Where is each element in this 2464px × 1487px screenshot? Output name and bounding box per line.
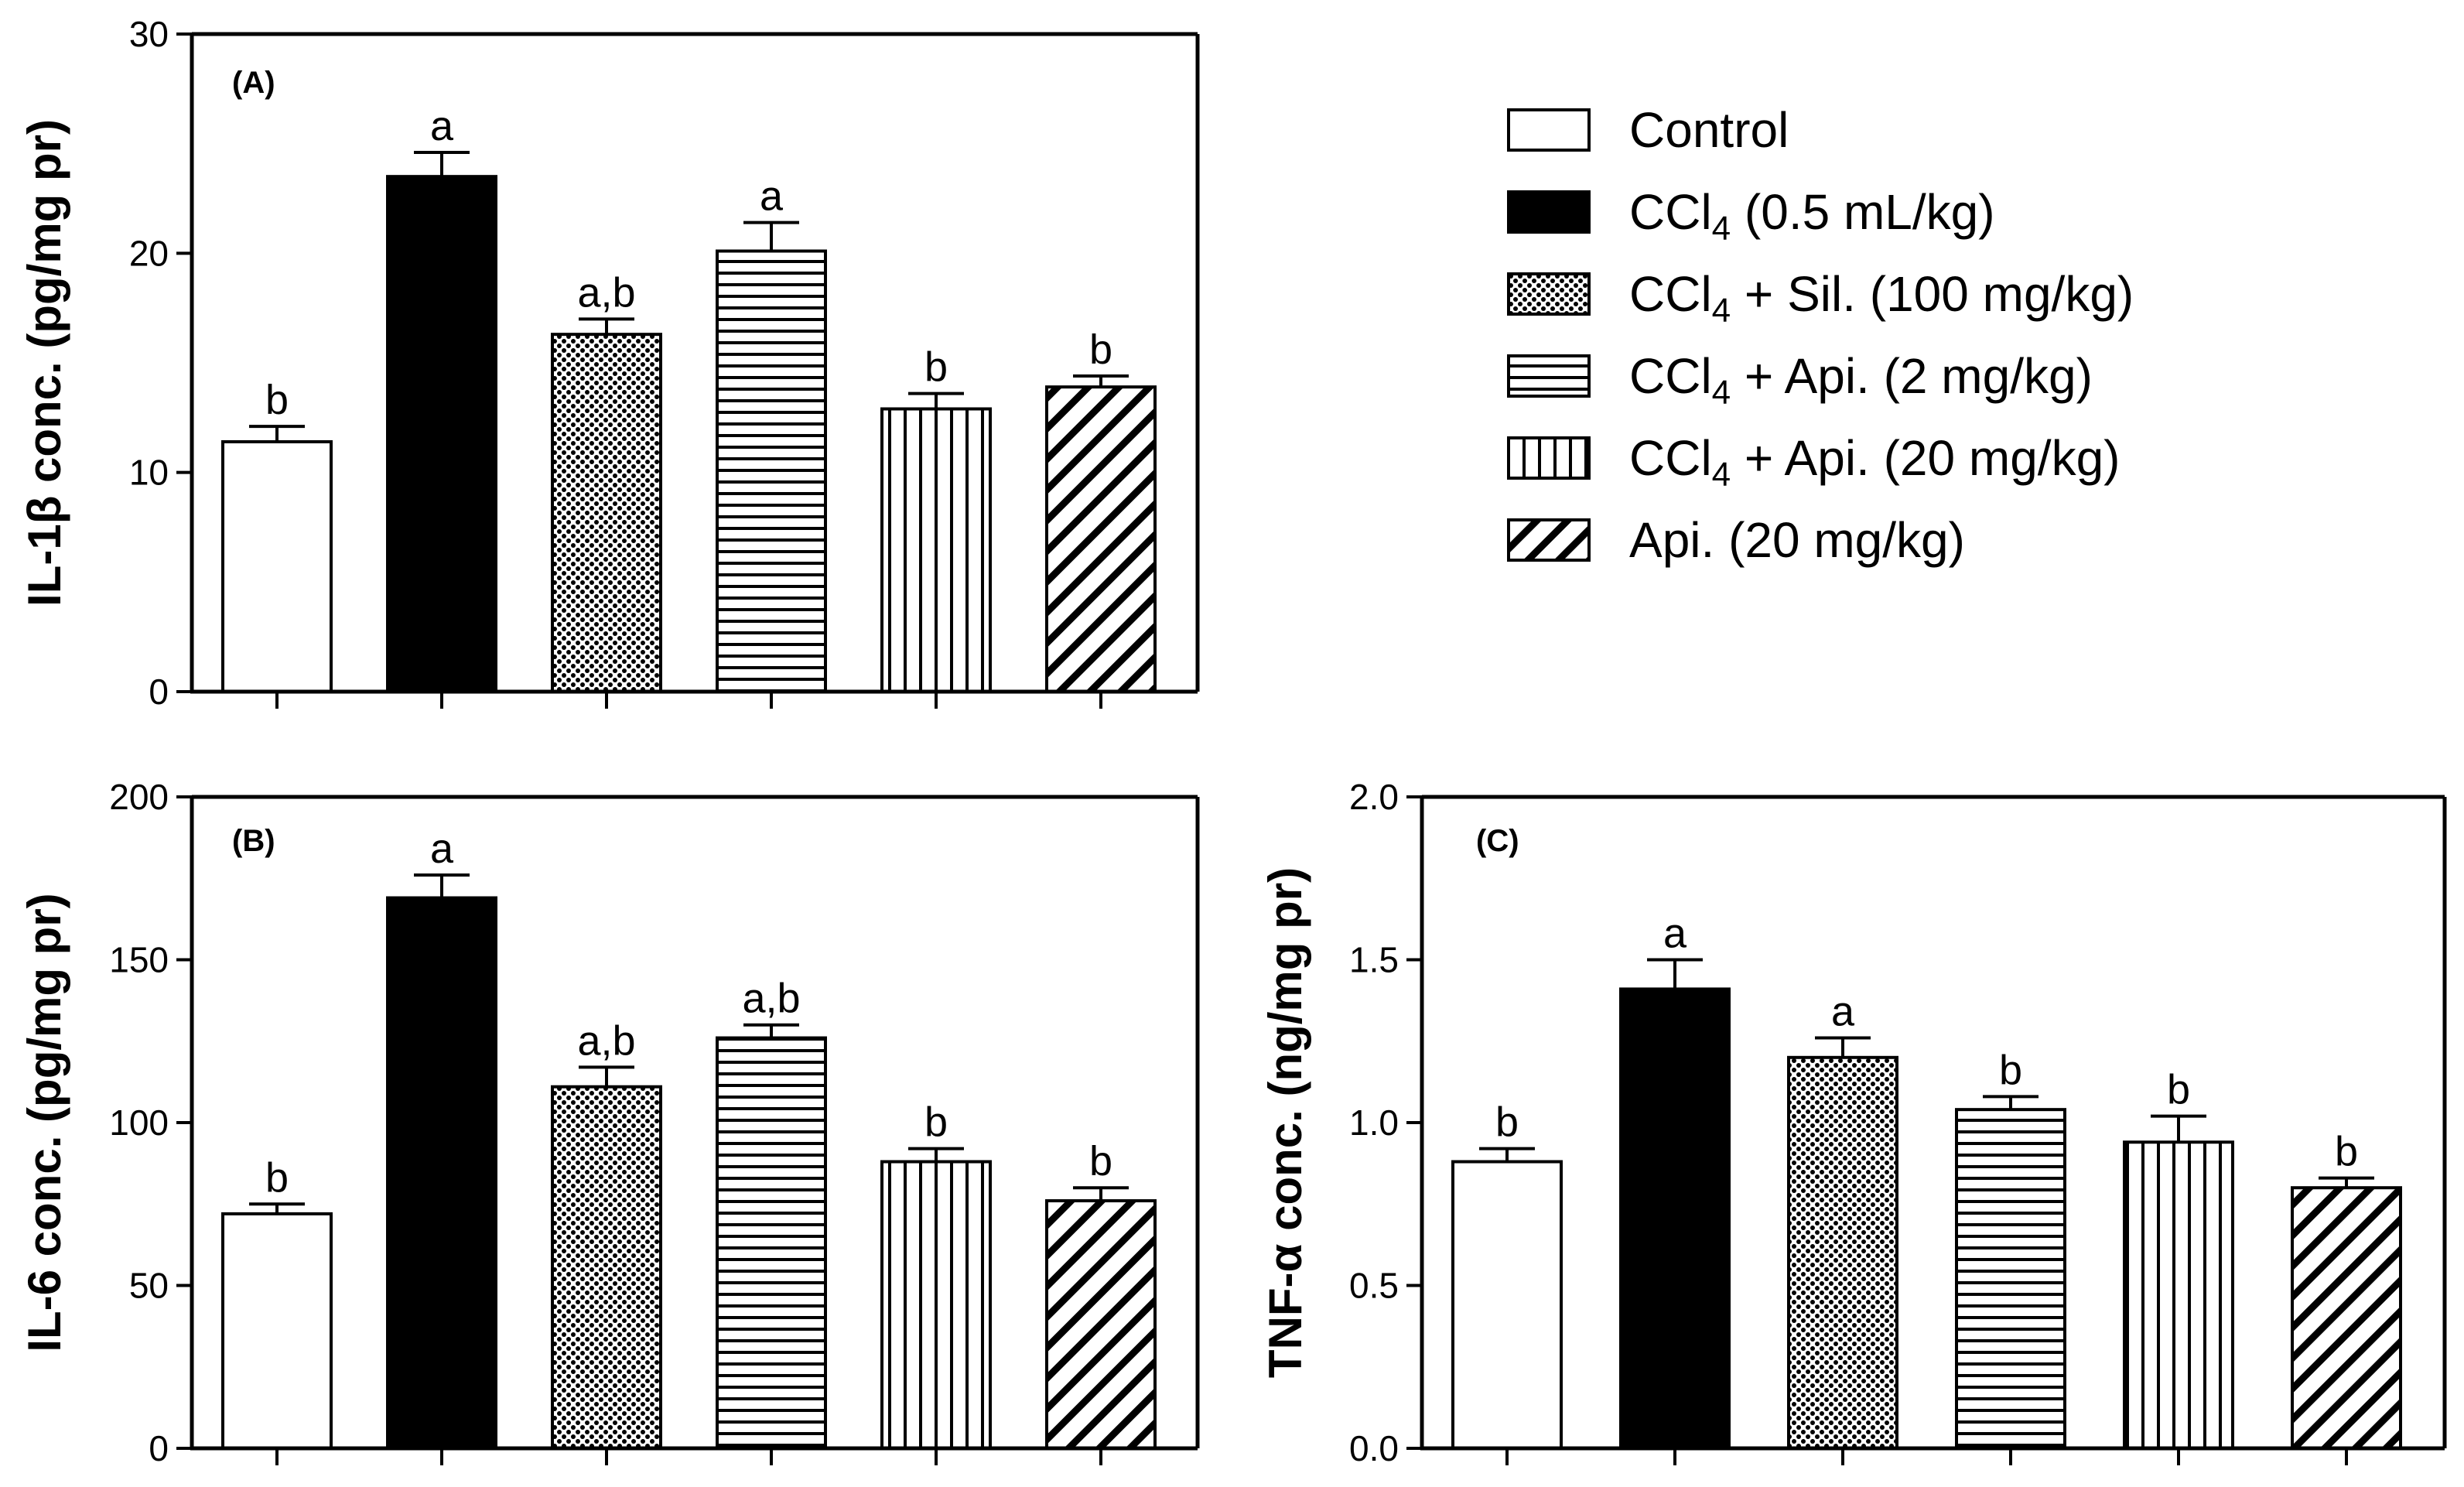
y-tick-label-1: 0 (149, 672, 169, 712)
y-tick-label-5: 200 (109, 777, 169, 817)
y-tick-label-4: 150 (109, 940, 169, 980)
bar-5 (2123, 1140, 2234, 1450)
panel-label: (C) (1476, 824, 1519, 858)
y-tick-label-3: 100 (109, 1102, 169, 1143)
significance-label-3: a,b (577, 269, 635, 316)
bar-1 (221, 1212, 333, 1450)
significance-label-2: a (430, 103, 454, 149)
bar-4 (716, 249, 827, 693)
y-tick-label-5: 2.0 (1349, 777, 1399, 817)
significance-label-1: b (1495, 1099, 1519, 1146)
y-tick-label-2: 0.5 (1349, 1266, 1399, 1306)
y-tick-label-1: 0 (149, 1428, 169, 1468)
bar-4 (1955, 1108, 2066, 1451)
legend-swatch-3 (1507, 272, 1591, 316)
bar-3 (1787, 1055, 1898, 1451)
bar-6 (1045, 385, 1157, 693)
y-tick-label-1: 0.0 (1349, 1428, 1399, 1468)
significance-label-2: a (430, 826, 454, 872)
legend-swatch-5 (1507, 436, 1591, 480)
significance-label-5: b (2167, 1067, 2190, 1113)
bar-1 (1451, 1160, 1563, 1451)
significance-label-4: a (760, 173, 784, 220)
bar-4 (716, 1036, 827, 1451)
legend-label-6: Api. (20 mg/kg) (1629, 512, 1965, 568)
bar-3 (551, 333, 662, 693)
legend-swatch-2 (1507, 190, 1591, 234)
legend: Control CCl4 (0.5 mL/kg) CCl4 + Sil. (100 … (1507, 102, 2134, 568)
significance-label-1: b (265, 1154, 289, 1201)
bar-2 (1619, 987, 1731, 1450)
panel-label: (A) (232, 66, 275, 100)
bar-6 (1045, 1199, 1157, 1451)
significance-label-3: a (1831, 989, 1855, 1035)
chart-panel-b: b a a,b a,b b b 0 50 100 150 200 IL-6 conc. (pg/mg … (19, 777, 1200, 1468)
significance-label-4: b (1999, 1047, 2022, 1093)
y-tick-label-3: 1.0 (1349, 1102, 1399, 1143)
y-tick-label-4: 1.5 (1349, 940, 1399, 980)
y-axis-title: IL-6 conc. (pg/mg pr) (19, 893, 70, 1352)
bar-5 (880, 407, 992, 693)
significance-label-6: b (1089, 326, 1112, 373)
legend-label-2: CCl4 (0.5 mL/kg) (1629, 184, 1995, 248)
legend-swatch-1 (1507, 108, 1591, 152)
bar-2 (386, 175, 497, 693)
chart-panel-a: b a a,b a b b 0 10 20 30 IL-1β conc. (pg/mg pr) (A) (19, 14, 1200, 712)
bar-6 (2291, 1186, 2402, 1450)
significance-label-2: a (1663, 911, 1687, 957)
legend-label-3: CCl4 + Sil. (100 mg/kg) (1629, 266, 2134, 330)
significance-label-5: b (924, 1099, 948, 1146)
legend-label-4: CCl4 + Api. (2 mg/kg) (1629, 348, 2093, 412)
bar-5 (880, 1160, 992, 1451)
legend-label-5: CCl4 + Api. (20 mg/kg) (1629, 430, 2120, 494)
significance-label-3: a,b (577, 1017, 635, 1064)
significance-label-5: b (924, 344, 948, 391)
y-tick-label-2: 50 (129, 1266, 169, 1306)
legend-swatch-4 (1507, 354, 1591, 398)
bar-1 (221, 440, 333, 693)
bar-2 (386, 896, 497, 1450)
y-tick-label-3: 20 (129, 233, 169, 273)
significance-label-4: a,b (742, 976, 800, 1022)
bar-3 (551, 1085, 662, 1450)
significance-label-6: b (2335, 1129, 2358, 1175)
significance-label-1: b (265, 377, 289, 423)
chart-panel-c: b a a b b b 0.0 0.5 1.0 1.5 2.0 TNF-α conc. (ng/mg … (1259, 777, 2447, 1468)
y-axis-title: IL-1β conc. (pg/mg pr) (19, 119, 70, 607)
legend-swatch-6 (1507, 518, 1591, 562)
panel-label: (B) (232, 824, 275, 858)
y-tick-label-2: 10 (129, 453, 169, 493)
legend-label-1: Control (1629, 102, 1789, 158)
y-axis-title: TNF-α conc. (ng/mg pr) (1259, 867, 1311, 1378)
significance-label-6: b (1089, 1138, 1112, 1184)
y-tick-label-4: 30 (129, 14, 169, 54)
